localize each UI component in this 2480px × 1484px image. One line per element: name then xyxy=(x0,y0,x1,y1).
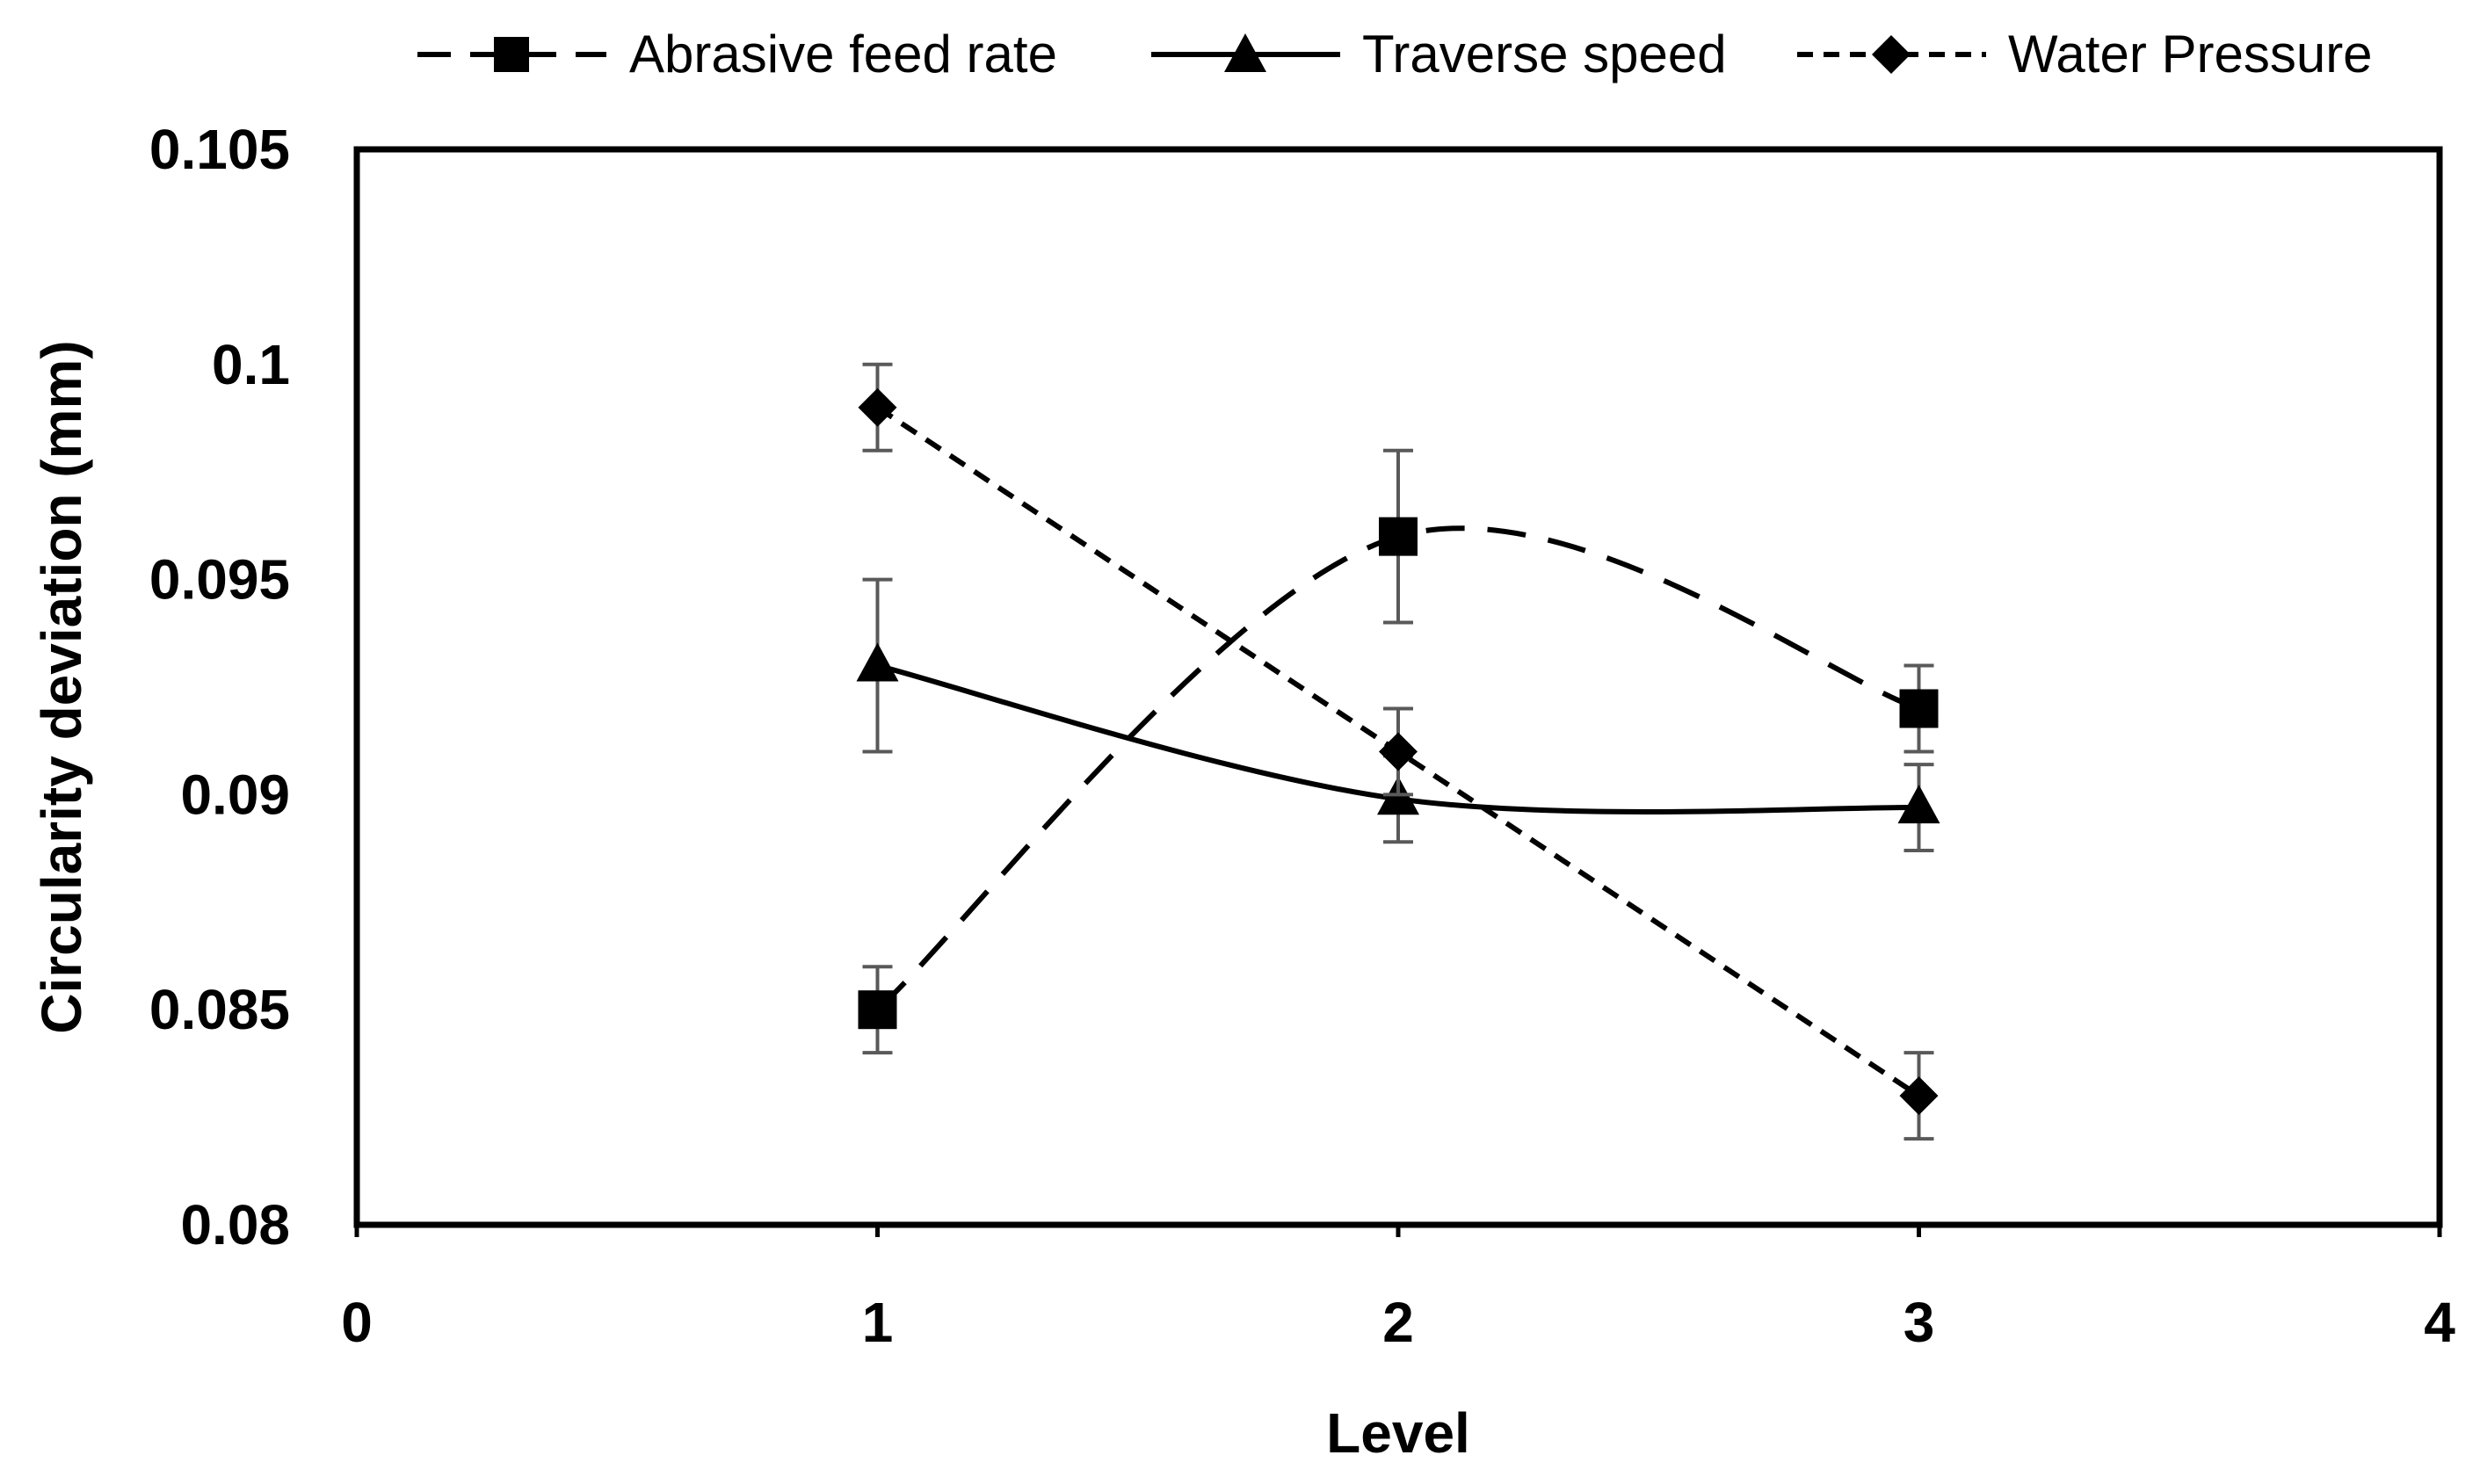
series-traverse-speed xyxy=(856,577,1940,853)
legend: Abrasive feed rate Traverse speed Water … xyxy=(417,25,2373,83)
series-water-pressure xyxy=(858,362,1939,1141)
y-axis: 0.08 0.085 0.09 0.095 0.1 0.105 xyxy=(149,118,290,1256)
legend-label-abrasive-feed-rate: Abrasive feed rate xyxy=(629,25,1057,83)
data-point-diamond xyxy=(1899,1076,1939,1116)
data-point-square xyxy=(1899,689,1939,728)
legend-item-traverse-speed: Traverse speed xyxy=(1151,25,1727,83)
legend-marker-diamond xyxy=(1872,35,1911,74)
legend-marker-triangle xyxy=(1224,33,1266,72)
x-tick-label: 2 xyxy=(1382,1291,1414,1354)
y-tick-label: 0.085 xyxy=(149,978,290,1041)
legend-item-abrasive-feed-rate: Abrasive feed rate xyxy=(417,25,1057,83)
data-point-triangle xyxy=(856,642,899,682)
x-tick-label: 0 xyxy=(341,1291,373,1354)
x-axis-title: Level xyxy=(1326,1401,1470,1465)
series-layer xyxy=(856,362,1940,1141)
y-axis-title: Circularity deviation (mm) xyxy=(30,340,93,1034)
y-tick-label: 0.08 xyxy=(180,1193,290,1256)
x-tick-label: 4 xyxy=(2424,1291,2455,1354)
x-tick-label: 3 xyxy=(1904,1291,1935,1354)
y-tick-label: 0.105 xyxy=(149,118,290,181)
x-axis: 0 1 2 3 4 xyxy=(341,1225,2455,1354)
data-point-diamond xyxy=(858,387,897,427)
y-tick-label: 0.09 xyxy=(180,763,290,826)
data-point-diamond xyxy=(1379,732,1418,771)
legend-marker-square xyxy=(494,37,529,72)
data-point-square xyxy=(1379,517,1418,556)
y-tick-label: 0.095 xyxy=(149,548,290,612)
legend-item-water-pressure: Water Pressure xyxy=(1797,25,2373,83)
x-tick-label: 1 xyxy=(862,1291,894,1354)
y-tick-label: 0.1 xyxy=(212,333,290,396)
legend-label-traverse-speed: Traverse speed xyxy=(1362,25,1727,83)
data-point-triangle xyxy=(1897,785,1940,824)
series-abrasive-feed-rate xyxy=(858,448,1939,1055)
legend-label-water-pressure: Water Pressure xyxy=(2008,25,2373,83)
data-point-square xyxy=(858,990,897,1030)
